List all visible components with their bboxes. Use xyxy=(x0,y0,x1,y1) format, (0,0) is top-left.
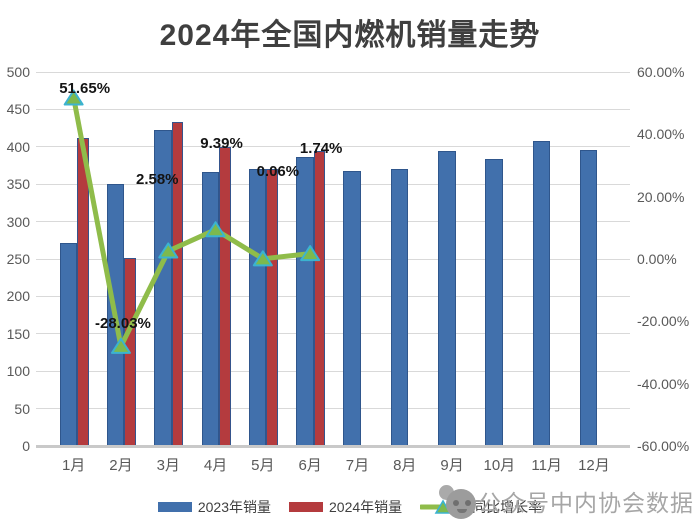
left-axis-tick: 0 xyxy=(22,438,30,454)
bar-2023-10月 xyxy=(485,158,503,446)
gridline xyxy=(36,370,630,372)
legend-label-2023: 2023年销量 xyxy=(197,499,271,515)
data-label-1月: 51.65% xyxy=(59,80,111,98)
x-axis-label: 8月 xyxy=(393,457,417,474)
legend-label-growth: 同比增长率 xyxy=(472,499,543,515)
data-label-2月: -28.03% xyxy=(95,315,151,333)
bar-2023-5月 xyxy=(248,169,267,446)
x-axis-label: 5月 xyxy=(251,457,275,474)
chart-title: 2024年全国内燃机销量走势 xyxy=(159,19,541,52)
bar-2024-5月 xyxy=(266,169,278,446)
left-axis-tick: 250 xyxy=(6,251,30,267)
left-axis-tick: 100 xyxy=(6,363,30,380)
x-axis-label: 4月 xyxy=(203,457,228,474)
right-axis-tick: -40.00% xyxy=(637,375,690,392)
gridline xyxy=(36,108,630,110)
bar-2023-8月 xyxy=(390,169,409,446)
data-label-6月: 1.74% xyxy=(299,139,343,157)
right-axis-tick: 40.00% xyxy=(637,126,685,143)
legend-label-2024: 2024年销量 xyxy=(329,499,403,515)
gridline xyxy=(36,183,630,185)
gridline xyxy=(36,146,630,148)
right-axis-tick: -20.00% xyxy=(637,313,690,330)
right-axis-tick: 20.00% xyxy=(637,188,685,205)
left-axis-tick: 50 xyxy=(14,400,30,417)
data-label-5月: 0.06% xyxy=(256,162,300,180)
left-axis-tick: 400 xyxy=(6,138,30,155)
x-axis-label: 12月 xyxy=(578,457,610,474)
left-axis-tick: 350 xyxy=(6,176,30,193)
bar-2024-1月 xyxy=(77,137,89,446)
bar-2023-12月 xyxy=(579,149,598,446)
left-axis-tick: 500 xyxy=(6,64,30,80)
x-axis-label: 3月 xyxy=(156,457,180,474)
x-axis-label: 1月 xyxy=(61,457,86,474)
x-axis-label: 2月 xyxy=(109,457,133,474)
legend-item-2024: 2024年销量 xyxy=(289,497,402,517)
data-label-4月: 9.39% xyxy=(200,134,243,152)
left-axis-tick: 300 xyxy=(6,213,30,230)
gridline xyxy=(36,295,630,297)
left-axis-tick: 150 xyxy=(6,325,30,342)
right-axis-tick: 0.00% xyxy=(637,251,677,267)
bar-2023-1月 xyxy=(59,242,78,446)
legend-swatch-2023 xyxy=(157,502,192,512)
bar-2023-7月 xyxy=(343,171,361,446)
bar-2024-2月 xyxy=(124,257,136,446)
left-axis-tick: 450 xyxy=(6,101,30,118)
gridline xyxy=(36,258,630,260)
x-axis-label: 7月 xyxy=(345,457,370,474)
x-axis-label: 11月 xyxy=(531,457,562,474)
legend-swatch-2024 xyxy=(289,502,323,512)
right-axis-tick: 60.00% xyxy=(637,64,685,80)
x-axis-label: 10月 xyxy=(483,457,516,474)
bar-2023-9月 xyxy=(438,151,456,446)
legend: 2023年销量 2024年销量 同比增长率 xyxy=(0,497,700,517)
x-axis-label: 6月 xyxy=(298,457,322,474)
x-axis-label: 9月 xyxy=(440,457,464,474)
watermark-avatar-icon xyxy=(439,484,477,522)
data-label-3月: 2.58% xyxy=(135,170,179,188)
watermark: 公众号中内协会数据 xyxy=(439,484,694,522)
watermark-text: 公众号中内协会数据 xyxy=(478,490,694,516)
left-axis-tick: 200 xyxy=(6,288,30,305)
bar-2024-4月 xyxy=(219,146,231,446)
right-axis-tick: -60.00% xyxy=(637,438,690,454)
gridline xyxy=(36,221,630,223)
legend-item-2023: 2023年销量 xyxy=(157,497,271,517)
bar-2024-6月 xyxy=(313,151,326,446)
x-axis-baseline xyxy=(36,445,630,448)
gridline xyxy=(36,333,630,335)
bar-2023-6月 xyxy=(296,156,314,446)
gridline xyxy=(36,408,630,410)
bar-2023-11月 xyxy=(532,140,551,446)
bar-2023-4月 xyxy=(201,172,220,446)
gridline xyxy=(36,71,630,73)
